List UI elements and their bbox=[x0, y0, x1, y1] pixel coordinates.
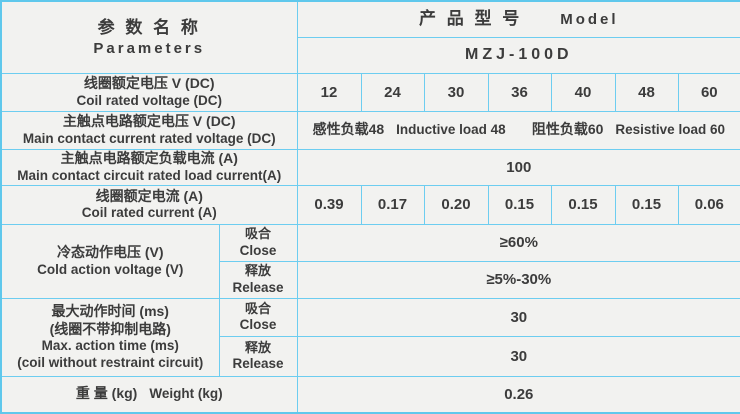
max-time-label: 最大动作时间 (ms) (线圈不带抑制电路) Max. action time … bbox=[0, 297, 220, 377]
max-time-label-en2: (coil without restraint circuit) bbox=[17, 354, 204, 370]
weight-label-zh: 重 量 (kg) bbox=[75, 385, 138, 402]
model-value-cell: MZJ-100D bbox=[296, 36, 740, 74]
coil-current-label-en: Coil rated current (A) bbox=[81, 205, 217, 221]
contact-voltage-label-en: Main contact current rated voltage (DC) bbox=[22, 130, 276, 146]
load-current-value: 100 bbox=[296, 148, 740, 186]
inductive-load-value: 感性负载48 Inductive load 48 bbox=[312, 121, 506, 138]
coil-current-label-zh: 线圈额定电流 (A) bbox=[95, 187, 203, 204]
resistive-load-value: 阻性负载60 Resistive load 60 bbox=[531, 121, 725, 138]
max-time-release-label: 释放 Release bbox=[218, 335, 298, 377]
max-time-label-zh1: 最大动作时间 (ms) bbox=[51, 303, 169, 320]
contact-voltage-label: 主触点电路额定电压 V (DC) Main contact current ra… bbox=[0, 110, 298, 150]
coil-voltage-value: 12 bbox=[296, 72, 362, 112]
weight-label-en: Weight (kg) bbox=[149, 386, 223, 402]
cold-voltage-close-value: ≥60% bbox=[296, 223, 740, 262]
cold-voltage-close-label: 吸合 Close bbox=[218, 223, 298, 262]
coil-voltage-value: 30 bbox=[423, 72, 489, 112]
parameters-title-zh: 参 数 名 称 bbox=[97, 17, 201, 37]
coil-current-label: 线圈额定电流 (A) Coil rated current (A) bbox=[0, 184, 298, 225]
load-current-label-zh: 主触点电路额定负载电流 (A) bbox=[60, 150, 238, 167]
parameters-header-cell: 参 数 名 称 Parameters bbox=[0, 0, 298, 74]
cold-voltage-label-zh: 冷态动作电压 (V) bbox=[56, 244, 164, 261]
weight-value: 0.26 bbox=[296, 375, 740, 414]
coil-current-value: 0.15 bbox=[614, 184, 679, 225]
coil-voltage-label-en: Coil rated voltage (DC) bbox=[76, 92, 223, 108]
weight-label: 重 量 (kg) Weight (kg) bbox=[0, 375, 298, 414]
load-current-label: 主触点电路额定负载电流 (A) Main contact circuit rat… bbox=[0, 148, 298, 186]
coil-voltage-label: 线圈额定电压 V (DC) Coil rated voltage (DC) bbox=[0, 72, 298, 112]
contact-voltage-label-zh: 主触点电路额定电压 V (DC) bbox=[62, 113, 236, 130]
coil-current-value: 0.15 bbox=[550, 184, 616, 225]
max-time-label-zh2: (线圈不带抑制电路) bbox=[49, 320, 171, 337]
max-time-release-value: 30 bbox=[296, 335, 740, 377]
model-title-en: Model bbox=[560, 11, 619, 29]
cold-voltage-release-value: ≥5%-30% bbox=[296, 260, 740, 299]
coil-current-value: 0.06 bbox=[677, 184, 740, 225]
coil-voltage-value: 24 bbox=[360, 72, 425, 112]
coil-voltage-value: 36 bbox=[487, 72, 552, 112]
load-current-label-en: Main contact circuit rated load current(… bbox=[17, 167, 282, 183]
coil-voltage-value: 60 bbox=[677, 72, 740, 112]
coil-current-value: 0.20 bbox=[423, 184, 489, 225]
coil-current-value: 0.17 bbox=[360, 184, 425, 225]
max-time-label-en1: Max. action time (ms) bbox=[41, 338, 179, 354]
coil-voltage-value: 48 bbox=[614, 72, 679, 112]
cold-voltage-label: 冷态动作电压 (V) Cold action voltage (V) bbox=[0, 223, 220, 299]
coil-voltage-value: 40 bbox=[550, 72, 616, 112]
coil-voltage-label-zh: 线圈额定电压 V (DC) bbox=[83, 75, 215, 92]
contact-voltage-value: 感性负载48 Inductive load 48 阻性负载60 Resistiv… bbox=[296, 110, 740, 150]
model-header-cell: 产 品 型 号 Model bbox=[296, 0, 740, 38]
coil-current-value: 0.39 bbox=[296, 184, 362, 225]
parameters-title-en: Parameters bbox=[93, 40, 206, 58]
max-time-close-value: 30 bbox=[296, 297, 740, 337]
cold-voltage-label-en: Cold action voltage (V) bbox=[37, 261, 184, 277]
model-title-zh: 产 品 型 号 bbox=[419, 9, 523, 29]
coil-current-value: 0.15 bbox=[487, 184, 552, 225]
max-time-close-label: 吸合 Close bbox=[218, 297, 298, 337]
cold-voltage-release-label: 释放 Release bbox=[218, 260, 298, 299]
